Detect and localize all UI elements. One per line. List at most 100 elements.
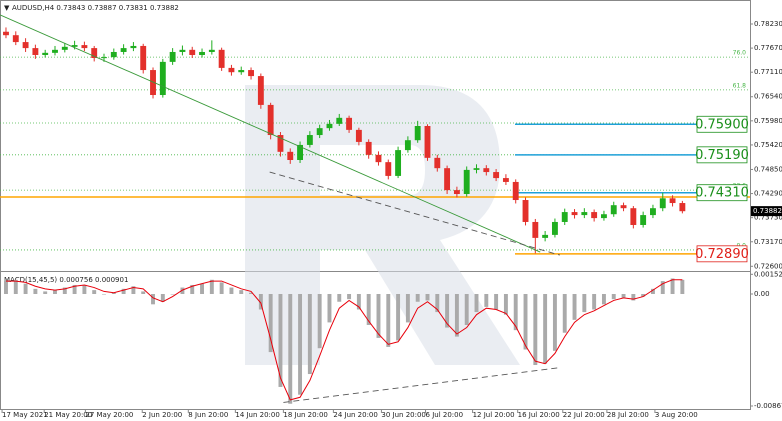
candle-body bbox=[120, 48, 127, 52]
macd-bar bbox=[102, 293, 106, 295]
y-tick-label: 0.74290 bbox=[754, 190, 782, 198]
candle-body bbox=[189, 49, 196, 55]
macd-bar bbox=[62, 287, 67, 294]
candle-body bbox=[71, 45, 78, 47]
candle-body bbox=[493, 172, 500, 179]
x-tick-label: 27 May 20:00 bbox=[85, 411, 133, 419]
macd-y-tick-label: 0.00 bbox=[754, 290, 770, 298]
macd-bar bbox=[43, 291, 48, 294]
macd-bar bbox=[435, 293, 440, 313]
macd-bar bbox=[82, 284, 87, 294]
macd-bar bbox=[660, 281, 665, 294]
candle-body bbox=[248, 70, 254, 77]
macd-bar bbox=[601, 293, 606, 305]
macd-bar bbox=[72, 284, 77, 294]
macd-bar bbox=[552, 293, 557, 351]
macd-bar bbox=[141, 291, 146, 294]
x-tick-label: 22 Jul 20:00 bbox=[563, 411, 605, 419]
macd-y-tick-label: 0.001525 bbox=[754, 270, 782, 278]
macd-bar bbox=[347, 293, 352, 300]
macd-bar bbox=[621, 293, 626, 298]
macd-bar bbox=[180, 287, 185, 294]
candle-body bbox=[277, 135, 284, 152]
macd-bar bbox=[219, 282, 224, 294]
y-tick-label: 0.72600 bbox=[754, 262, 782, 270]
x-tick-label: 2 Jun 20:00 bbox=[142, 411, 182, 419]
macd-bar bbox=[53, 290, 57, 294]
candle-body bbox=[12, 35, 19, 43]
y-tick-label: 0.75980 bbox=[754, 117, 782, 125]
x-tick-label: 12 Jul 20:00 bbox=[473, 411, 515, 419]
candle-body bbox=[453, 190, 460, 194]
y-tick-label: 0.78230 bbox=[754, 20, 782, 28]
candle-body bbox=[32, 48, 39, 55]
candle-body bbox=[267, 104, 274, 136]
macd-bar bbox=[592, 293, 597, 310]
macd-bar bbox=[33, 288, 38, 294]
macd-bar bbox=[680, 279, 685, 294]
divergence-line bbox=[283, 367, 560, 403]
candle-body bbox=[326, 123, 333, 129]
y-tick-label: 0.77670 bbox=[754, 44, 782, 52]
candle-body bbox=[110, 51, 117, 58]
macd-bar bbox=[650, 288, 655, 294]
candle-body bbox=[287, 151, 294, 160]
macd-bar bbox=[396, 293, 401, 341]
candle-body bbox=[22, 42, 29, 49]
candle-body bbox=[532, 221, 539, 238]
candle-body bbox=[414, 125, 421, 141]
macd-bar bbox=[249, 292, 254, 294]
macd-bar bbox=[386, 293, 391, 347]
candle-body bbox=[42, 52, 49, 55]
y-tick-label: 0.73170 bbox=[754, 238, 782, 246]
target-box bbox=[696, 184, 748, 202]
candle-body bbox=[130, 45, 137, 49]
y-tick-label: 0.76540 bbox=[754, 93, 782, 101]
candle-body bbox=[561, 212, 568, 222]
candle-body bbox=[404, 140, 411, 151]
candle-body bbox=[346, 117, 353, 130]
candle-body bbox=[473, 168, 480, 170]
candle-body bbox=[571, 212, 578, 216]
candle-body bbox=[228, 67, 235, 73]
candle-body bbox=[620, 205, 627, 209]
candle-body bbox=[424, 125, 431, 158]
macd-bar bbox=[229, 287, 234, 294]
target-label: 0.74310 bbox=[695, 186, 749, 201]
macd-bar bbox=[111, 292, 116, 294]
last-price-tag bbox=[751, 206, 782, 217]
macd-bar bbox=[454, 293, 459, 337]
macd-bar bbox=[474, 293, 479, 313]
y-tick-label: 0.73730 bbox=[754, 214, 782, 222]
target-label: 0.72890 bbox=[695, 247, 749, 262]
candle-body bbox=[238, 70, 245, 73]
candle-body bbox=[61, 46, 68, 50]
candle-body bbox=[140, 45, 147, 71]
macd-bar bbox=[513, 293, 518, 331]
macd-bar bbox=[317, 293, 322, 349]
candle-body bbox=[91, 48, 98, 59]
macd-bar bbox=[356, 293, 361, 310]
x-tick-label: 17 May 2021 bbox=[2, 411, 48, 419]
candle-body bbox=[610, 205, 617, 215]
target-label: 0.75900 bbox=[695, 117, 749, 132]
support-line bbox=[269, 171, 560, 256]
candle-body bbox=[542, 234, 549, 238]
macd-bar bbox=[484, 293, 489, 307]
candle-body bbox=[650, 208, 656, 216]
macd-bar bbox=[298, 293, 303, 395]
candle-body bbox=[199, 51, 205, 55]
candle-body bbox=[669, 198, 676, 204]
x-tick-label: 16 Jul 20:00 bbox=[518, 411, 560, 419]
macd-bar bbox=[288, 293, 293, 404]
macd-bar bbox=[200, 283, 204, 294]
candle-body bbox=[463, 169, 470, 194]
macd-bar bbox=[327, 293, 332, 323]
macd-bar bbox=[582, 293, 587, 313]
x-tick-label: 21 May 20:00 bbox=[44, 411, 92, 419]
x-tick-label: 8 Jun 20:00 bbox=[188, 411, 228, 419]
macd-bar bbox=[337, 293, 342, 302]
trend-line bbox=[0, 14, 541, 253]
candle-body bbox=[522, 200, 529, 222]
macd-bar bbox=[415, 293, 420, 302]
